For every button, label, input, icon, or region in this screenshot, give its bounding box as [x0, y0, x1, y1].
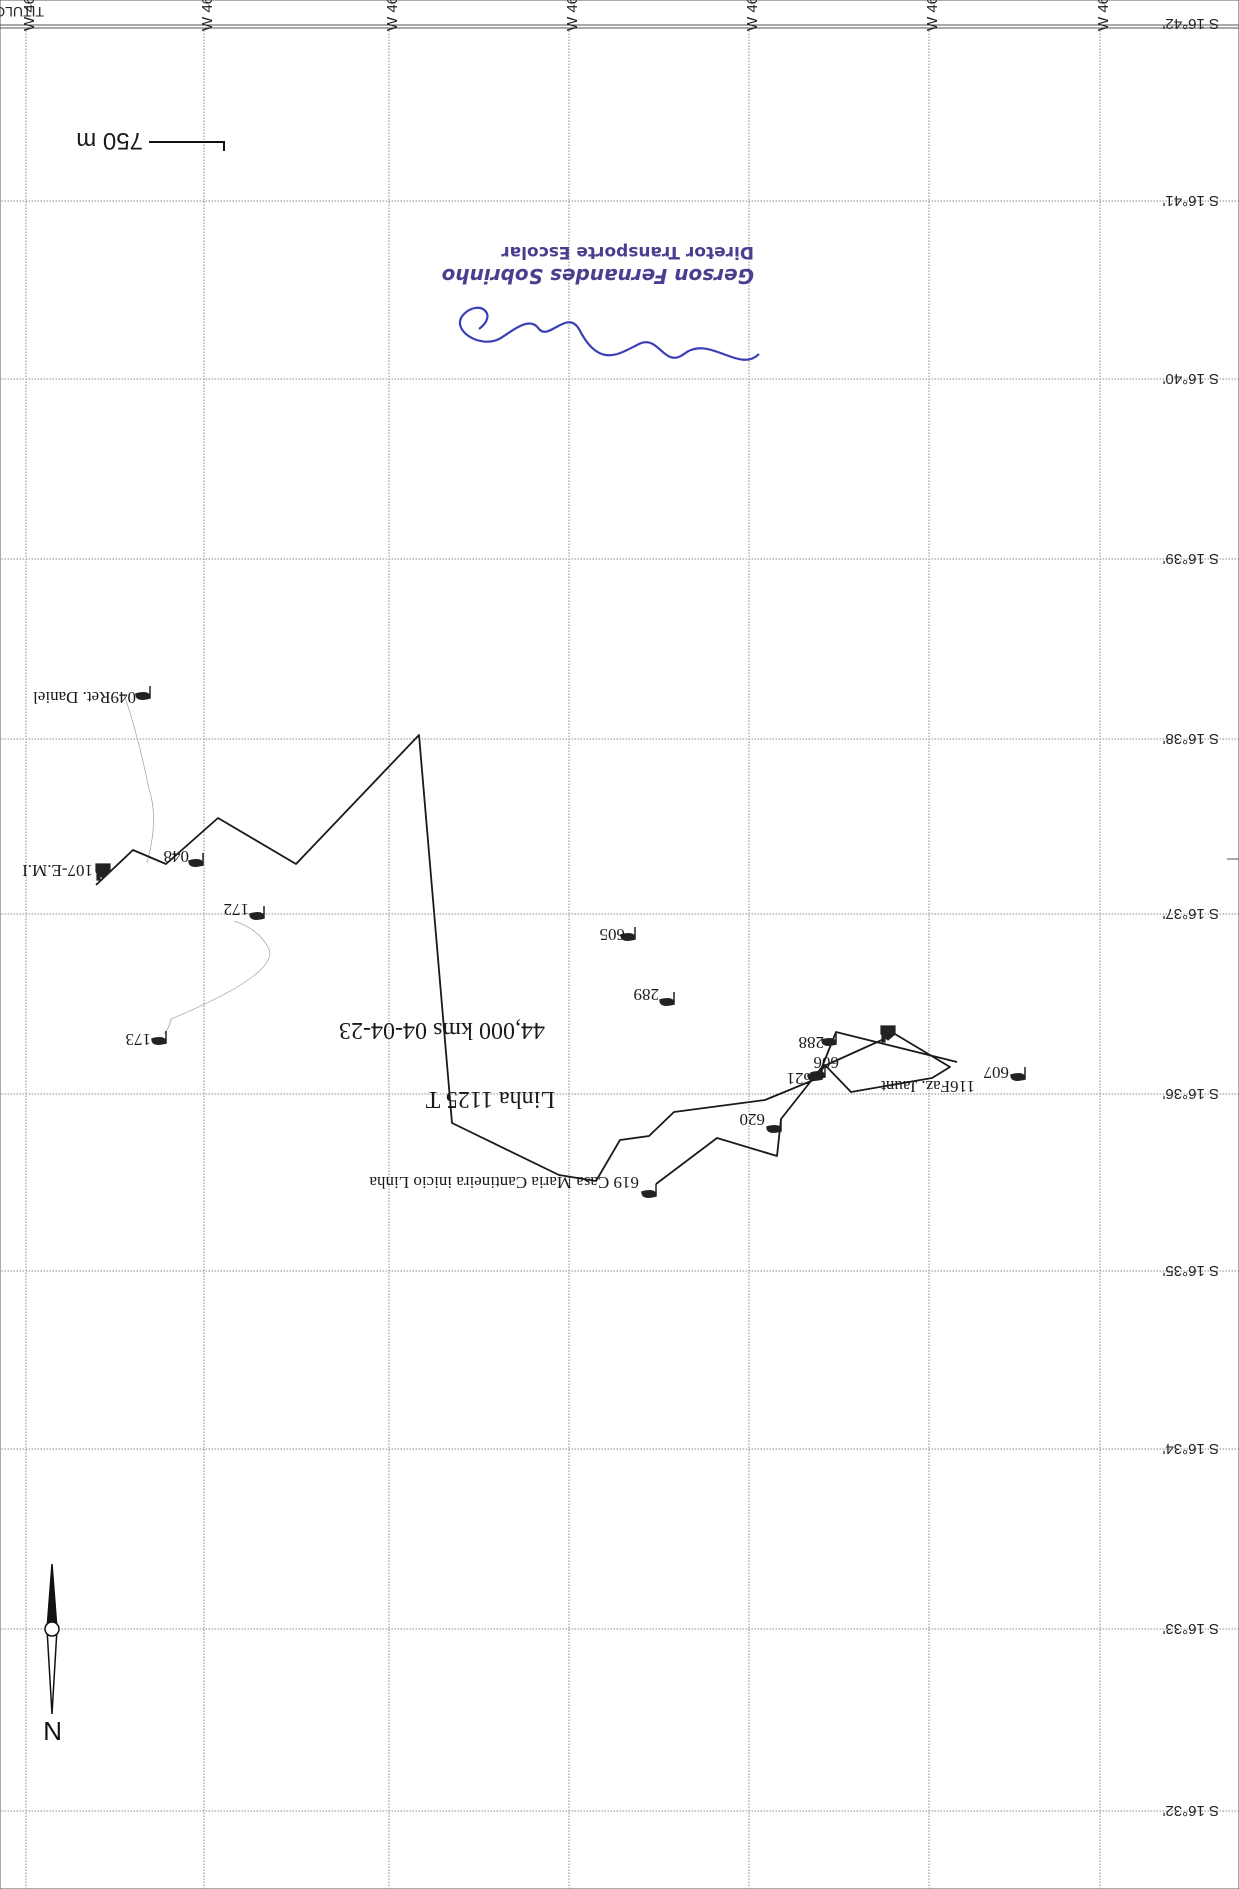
pin-icon	[151, 1031, 167, 1045]
longitude-label: W 46°35'	[199, 0, 216, 31]
waypoint-173[interactable]: 173	[126, 1030, 167, 1049]
longitude-label: W 46°40'	[1095, 0, 1112, 31]
pin-icon	[659, 992, 675, 1006]
pin-icon	[188, 853, 204, 867]
latitude-label: S 16°35'	[1162, 1262, 1219, 1279]
waypoint-116[interactable]: 116Faz. Jaunt	[880, 1025, 975, 1096]
pin-icon	[1010, 1067, 1026, 1081]
title-label: TITULO:	[0, 4, 44, 20]
route-info: 44,000 kms 04-04-23	[339, 1017, 545, 1043]
signature-stamp: Gerson Fernandes Sobrinho Diretor Transp…	[441, 242, 760, 361]
north-arrow-center	[44, 1621, 60, 1637]
waypoint-label: 619 Casa Maria Cantineira inicio Linha	[369, 1173, 639, 1192]
latitude-label: S 16°37'	[1162, 905, 1219, 922]
north-arrow-lower	[46, 1563, 58, 1630]
latitude-label: S 16°39'	[1162, 550, 1219, 567]
latitude-label: S 16°41'	[1162, 192, 1219, 209]
waypoint-label: 048	[164, 847, 190, 866]
longitude-label: W 46°36'	[384, 0, 401, 31]
pin-icon	[641, 1184, 657, 1198]
latitude-gridlines	[0, 200, 1239, 1812]
pin-icon	[821, 1032, 837, 1046]
longitude-label: W 46°39'	[924, 0, 941, 31]
signature-name: Gerson Fernandes Sobrinho	[441, 264, 754, 288]
longitude-label: W 46°34'	[21, 0, 38, 31]
waypoint-107[interactable]: 107-E.M.I	[22, 861, 111, 881]
pin-icon	[807, 1067, 823, 1081]
waypoint-label: 173	[126, 1030, 152, 1049]
waypoints: 619 Casa Maria Cantineira inicio Linha 6…	[22, 686, 1026, 1198]
signature-role: Diretor Transporte Escolar	[501, 242, 754, 262]
north-arrow: N	[43, 1563, 62, 1746]
north-label: N	[43, 1716, 62, 1746]
latitude-label: S 16°42'	[1162, 15, 1219, 32]
longitude-label: W 46°38'	[744, 0, 761, 31]
pin-icon	[135, 686, 151, 700]
latitude-label: S 16°38'	[1162, 730, 1219, 747]
latitude-label: S 16°40'	[1162, 370, 1219, 387]
north-arrow-upper	[46, 1628, 58, 1715]
pin-icon	[766, 1119, 782, 1133]
longitude-gridlines	[25, 27, 1101, 1889]
latitude-label: S 16°32'	[1162, 1802, 1219, 1819]
latitude-label: S 16°34'	[1162, 1440, 1219, 1457]
scale-bar: 750 m	[76, 127, 225, 154]
longitude-label: W 46°37'	[564, 0, 581, 31]
waypoint-label: 288	[799, 1033, 825, 1052]
pin-icon	[620, 927, 636, 941]
waypoint-label: 605	[600, 925, 626, 944]
latitude-label: S 16°33'	[1162, 1620, 1219, 1637]
scale-bar-line	[149, 141, 225, 151]
waypoint-label: 607	[983, 1063, 1009, 1082]
waypoint-label: 289	[634, 985, 660, 1004]
waypoint-label: 116Faz. Jaunt	[881, 1077, 975, 1096]
waypoint-605[interactable]: 605	[600, 925, 636, 944]
pin-icon	[249, 906, 265, 920]
waypoint-label: 620	[740, 1110, 766, 1129]
waypoint-620[interactable]: 620	[740, 1110, 782, 1133]
latitude-label: S 16°36'	[1162, 1085, 1219, 1102]
waypoint-172[interactable]: 172	[224, 900, 265, 920]
waypoint-289[interactable]: 289	[634, 985, 675, 1006]
waypoint-label: 107-E.M.I	[22, 861, 93, 880]
waypoint-049[interactable]: 049Ret. Daniel	[33, 686, 151, 707]
route-title: Linha 1125 T	[425, 1086, 555, 1112]
house-icon	[880, 1025, 896, 1043]
faint-track-south	[163, 920, 271, 1035]
waypoint-288[interactable]: 288	[799, 1032, 837, 1052]
latitude-labels: S 16°32' S 16°33' S 16°34' S 16°35' S 16…	[1162, 15, 1219, 1819]
waypoint-606[interactable]: 606	[807, 1053, 840, 1081]
waypoint-label: 606	[814, 1053, 840, 1072]
scale-label: 750 m	[76, 127, 143, 154]
faint-track-north	[123, 693, 154, 864]
longitude-labels: W 46°40' W 46°39' W 46°38' W 46°37' W 46…	[21, 0, 1112, 31]
waypoint-048[interactable]: 048	[164, 847, 204, 867]
waypoint-607[interactable]: 607	[983, 1063, 1026, 1082]
waypoint-619[interactable]: 619 Casa Maria Cantineira inicio Linha	[369, 1173, 657, 1198]
waypoint-label: 172	[224, 900, 250, 919]
handwritten-signature	[458, 306, 760, 361]
route-path	[95, 734, 951, 1185]
waypoint-label: 049Ret. Daniel	[33, 688, 136, 707]
house-icon	[95, 863, 111, 881]
waypoint-label: 621	[787, 1069, 813, 1088]
